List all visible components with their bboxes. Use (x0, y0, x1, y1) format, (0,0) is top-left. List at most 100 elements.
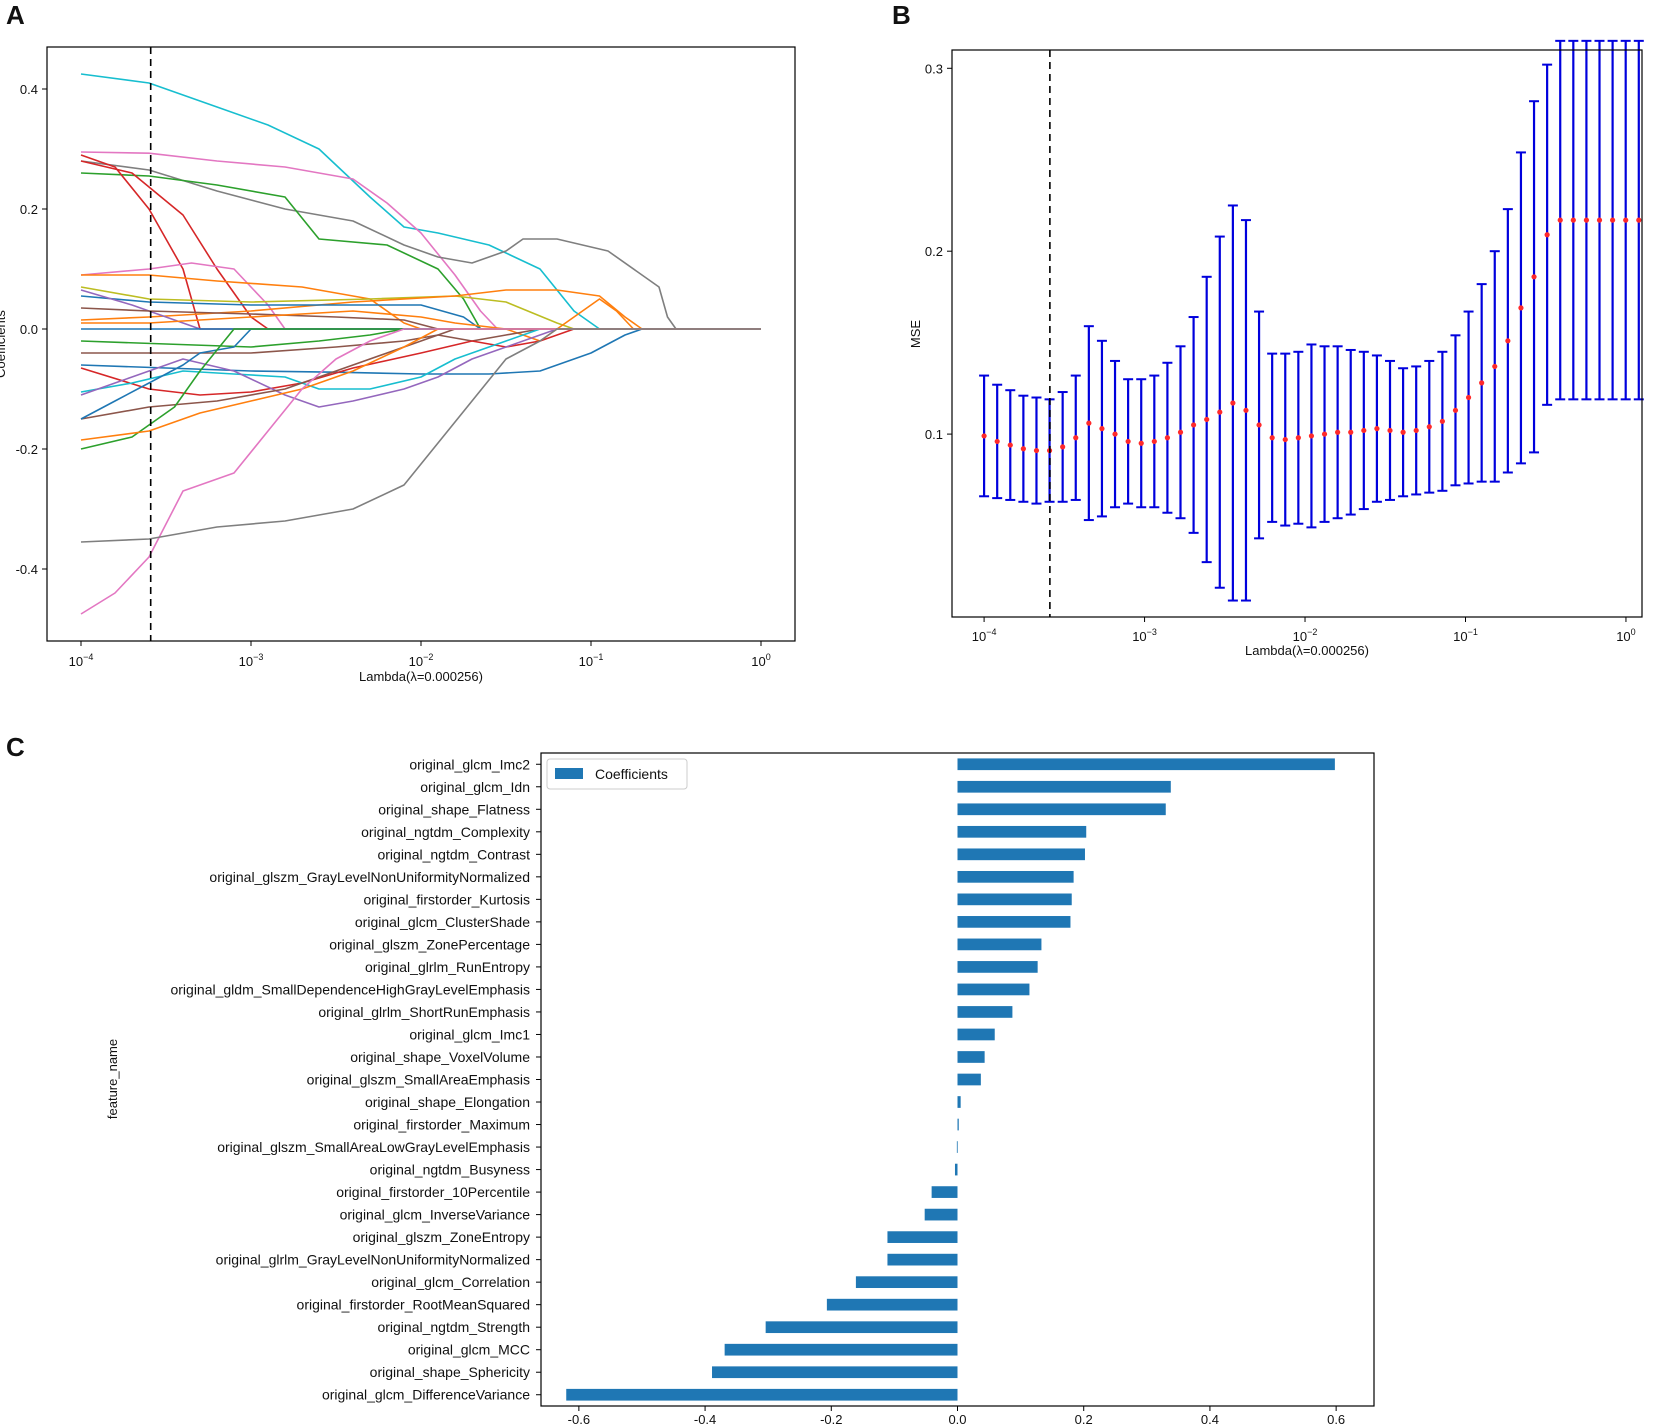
legend-swatch (555, 768, 583, 779)
mse-point (1217, 409, 1223, 415)
coefficient-bar (957, 1028, 995, 1041)
x-tick-label: 100 (1616, 627, 1635, 644)
feature-label: original_glszm_SmallAreaLowGrayLevelEmph… (217, 1139, 530, 1155)
coefficient-bar (957, 848, 1085, 861)
x-axis-ticks: -0.6 -0.4 -0.2 0.0 0.2 0.4 0.6 (568, 1406, 1345, 1425)
coefficient-path-24 (80, 328, 761, 441)
mse-point (1164, 435, 1171, 441)
coefficient-path-19 (80, 328, 761, 393)
x-tick-label: 100 (751, 652, 770, 669)
mse-point (1308, 433, 1315, 439)
x-tick-label: 10−3 (1132, 627, 1157, 644)
mse-point (1479, 380, 1485, 386)
coefficient-path-11 (80, 289, 761, 330)
mse-point (1610, 217, 1616, 223)
mse-point (1492, 363, 1498, 370)
coefficient-path-18 (80, 328, 761, 396)
feature-label: original_glcm_InverseVariance (340, 1207, 531, 1223)
coefficient-bar (957, 780, 1171, 793)
y-tick-label: 0.2 (20, 202, 38, 217)
coefficient-bar (924, 1208, 958, 1221)
feature-label: original_glcm_Correlation (371, 1274, 530, 1290)
axes-frame (951, 49, 1643, 618)
coefficient-bar (855, 1276, 958, 1289)
panel-c-feature-coefficients: -0.6 -0.4 -0.2 0.0 0.2 0.4 0.6 original_glcm_I… (105, 752, 1375, 1425)
mse-point (1243, 407, 1249, 413)
mse-point (981, 433, 987, 439)
x-tick-label: 0.2 (1075, 1412, 1093, 1425)
x-tick-label: 10−1 (579, 652, 604, 669)
mse-point (1531, 274, 1537, 280)
mse-point (1361, 427, 1367, 434)
feature-label: original_glcm_Imc1 (409, 1026, 530, 1042)
feature-name-labels: original_glcm_Imc2 original_glcm_Idnorigi… (170, 756, 541, 1403)
feature-label: original_glcm_MCC (408, 1342, 530, 1358)
coefficient-bar (887, 1253, 958, 1266)
coefficient-bar (957, 893, 1072, 906)
mse-point (1596, 217, 1603, 223)
coefficient-path-2 (80, 160, 761, 330)
mse-point (1570, 217, 1576, 223)
mse-point (1505, 338, 1511, 344)
mse-point (1623, 217, 1629, 223)
feature-label: original_firstorder_10Percentile (336, 1184, 530, 1200)
coefficient-bar (765, 1321, 958, 1334)
feature-label: original_ngtdm_Strength (377, 1319, 530, 1335)
y-tick-label: -0.4 (16, 562, 38, 577)
feature-label: original_ngtdm_Complexity (361, 824, 530, 840)
mse-point (1321, 431, 1328, 437)
mse-point (1544, 232, 1550, 238)
coefficient-path-6 (80, 262, 761, 330)
coefficient-paths (80, 73, 761, 615)
mse-point (1439, 418, 1445, 424)
coefficient-bar (724, 1343, 958, 1356)
mse-point (1518, 305, 1524, 311)
coefficient-path-22 (80, 328, 761, 420)
coefficient-bar (566, 1388, 958, 1401)
coefficient-bar (957, 1073, 981, 1086)
y-axis-label: Coefficients (0, 310, 8, 378)
coefficient-bar (954, 1163, 958, 1176)
mse-point (1256, 422, 1262, 428)
x-tick-label: 10−1 (1453, 627, 1478, 644)
coefficient-bar (957, 870, 1074, 883)
feature-label: original_shape_Sphericity (370, 1364, 530, 1380)
mse-point (1400, 429, 1406, 435)
mse-point (1060, 444, 1066, 450)
mse-point (1335, 429, 1341, 435)
panel-label-b: B (892, 0, 911, 30)
mse-point (1112, 431, 1118, 437)
mse-point (1426, 424, 1432, 430)
feature-label: original_glrlm_ShortRunEmphasis (318, 1004, 530, 1020)
coefficient-path-20 (80, 328, 761, 408)
x-tick-label: 0.0 (948, 1412, 966, 1425)
coefficient-path-10 (80, 295, 761, 330)
x-tick-label: -0.6 (568, 1412, 590, 1425)
coefficient-path-12 (80, 307, 761, 330)
y-axis-label: MSE (908, 320, 923, 349)
error-bars (979, 39, 1644, 602)
x-tick-label: -0.2 (820, 1412, 842, 1425)
legend: Coefficients (546, 758, 688, 790)
mse-point (1636, 217, 1642, 223)
coefficient-path-23 (80, 328, 761, 450)
coefficient-bar (957, 938, 1042, 951)
x-tick-label: 0.4 (1201, 1412, 1219, 1425)
mse-point (1190, 422, 1197, 428)
y-axis-label: feature_name (105, 1039, 120, 1119)
feature-label: original_glszm_SmallAreaEmphasis (307, 1072, 530, 1088)
x-tick-label: 10−4 (69, 652, 94, 669)
feature-label: original_shape_Elongation (365, 1094, 530, 1110)
panel-label-c: C (6, 732, 25, 762)
mse-point (1099, 426, 1105, 432)
mse-point (1452, 407, 1459, 413)
coefficient-bar (887, 1231, 958, 1243)
coefficient-bar (957, 1006, 1013, 1018)
feature-label: original_shape_VoxelVolume (350, 1049, 530, 1065)
mse-point (1177, 429, 1184, 435)
feature-label: original_glszm_GrayLevelNonUniformityNor… (209, 869, 530, 885)
coefficient-bar (957, 961, 1038, 973)
y-axis-ticks: 0.3 0.2 0.1 (925, 61, 952, 442)
mse-point (1033, 447, 1040, 454)
